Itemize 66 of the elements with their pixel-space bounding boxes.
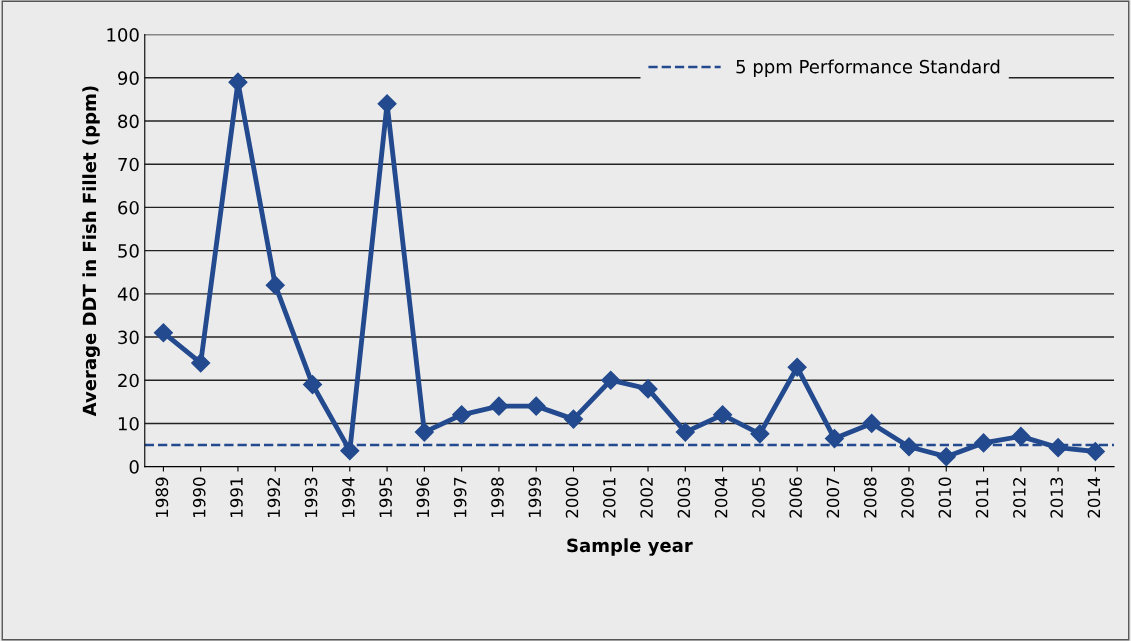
x-tick-label: 2002 xyxy=(640,478,653,518)
legend-label: 5 ppm Performance Standard xyxy=(736,59,1000,77)
x-tick-label: 2006 xyxy=(789,477,802,518)
y-tick-label: 70 xyxy=(118,157,139,172)
x-tick-label: 2011 xyxy=(975,477,989,518)
x-tick-label: 1989 xyxy=(155,477,169,517)
point xyxy=(265,275,285,295)
point xyxy=(191,353,211,373)
y-axis-title: Average DDT in Fish Fillet (ppm) xyxy=(82,86,100,417)
y-tick-label: 20 xyxy=(118,373,139,388)
x-tick-label: 2008 xyxy=(863,477,877,518)
point xyxy=(1085,441,1105,462)
point xyxy=(414,422,434,442)
point xyxy=(787,357,807,377)
x-tick-label: 1990 xyxy=(192,477,206,517)
point xyxy=(713,405,733,425)
point xyxy=(1011,426,1031,446)
point xyxy=(862,413,882,433)
x-tick-label: 2000 xyxy=(565,477,579,518)
x-tick-label: 2003 xyxy=(677,477,691,518)
x-tick-label: 1995 xyxy=(379,477,392,517)
point xyxy=(936,447,956,467)
y-tick-label: 60 xyxy=(118,200,139,215)
y-tick-label: 40 xyxy=(117,287,139,301)
x-tick-label: 1991 xyxy=(230,477,243,517)
point xyxy=(489,396,509,416)
point xyxy=(675,422,695,442)
point xyxy=(601,370,621,390)
point xyxy=(638,379,658,399)
x-tick-label: 1997 xyxy=(453,477,467,517)
y-tick-label: 80 xyxy=(118,114,139,129)
point xyxy=(899,437,919,457)
x-tick-label: 1993 xyxy=(304,477,318,517)
point xyxy=(228,72,248,92)
point xyxy=(377,94,397,114)
x-tick-label: 2007 xyxy=(826,477,840,518)
point xyxy=(824,429,844,449)
point xyxy=(302,375,323,395)
x-axis-title: Sample year xyxy=(567,538,693,556)
x-tick-label: 1998 xyxy=(491,477,504,517)
point xyxy=(1048,438,1068,458)
x-tick-label: 2005 xyxy=(752,477,765,518)
x-tick-label: 2004 xyxy=(714,477,728,518)
point xyxy=(153,323,173,343)
x-tick-label: 2013 xyxy=(1050,477,1063,518)
y-tick-label: 30 xyxy=(118,330,139,345)
point xyxy=(452,405,472,425)
x-tick-label: 1999 xyxy=(528,477,542,517)
y-tick-label: 0 xyxy=(129,460,139,474)
point xyxy=(974,433,994,453)
y-tick-label: 50 xyxy=(118,244,139,258)
x-tick-label: 2001 xyxy=(602,477,616,518)
x-tick-label: 2012 xyxy=(1013,478,1026,518)
point xyxy=(563,409,584,429)
x-tick-label: 2010 xyxy=(938,477,952,518)
x-tick-label: 2009 xyxy=(901,477,914,518)
y-tick-label: 10 xyxy=(118,416,139,431)
x-tick-label: 2014 xyxy=(1087,477,1101,518)
x-tick-label: 1992 xyxy=(267,478,281,517)
y-tick-label: 90 xyxy=(118,71,139,85)
x-tick-label: 1994 xyxy=(342,477,355,517)
point xyxy=(750,424,770,444)
y-tick-label: 100 xyxy=(107,28,139,42)
point xyxy=(340,441,360,461)
x-tick-label: 1996 xyxy=(416,477,430,517)
point xyxy=(526,396,546,416)
